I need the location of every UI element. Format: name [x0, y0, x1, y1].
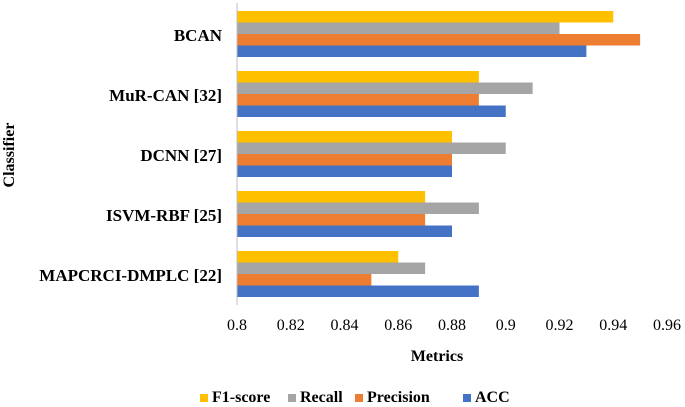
category-label-bcan: BCAN — [174, 26, 223, 45]
bar-f1-score-isvm-rbf-25 — [237, 191, 426, 203]
bar-recall-isvm-rbf-25 — [237, 202, 479, 214]
bar-recall-mur-can-32 — [237, 82, 533, 94]
x-tick-label: 0.94 — [599, 317, 627, 334]
bar-precision-dcnn-27 — [237, 154, 452, 166]
bar-f1-score-mur-can-32 — [237, 71, 479, 83]
bar-recall-bcan — [237, 22, 560, 34]
bars-group — [237, 11, 641, 297]
legend-swatch-acc — [463, 394, 471, 402]
bar-precision-isvm-rbf-25 — [237, 214, 426, 226]
x-tick-label: 0.96 — [653, 317, 681, 334]
bar-precision-bcan — [237, 34, 641, 46]
x-tick-label: 0.92 — [546, 317, 574, 334]
x-axis-title: Metrics — [411, 348, 463, 365]
bar-acc-mur-can-32 — [237, 105, 506, 117]
bar-acc-bcan — [237, 45, 587, 57]
bar-acc-isvm-rbf-25 — [237, 225, 452, 237]
x-tick-label: 0.88 — [438, 317, 466, 334]
x-tick-label: 0.82 — [277, 317, 305, 334]
legend-swatch-precision — [355, 394, 363, 402]
bar-precision-mur-can-32 — [237, 94, 479, 106]
category-label-mur-can-32: MuR-CAN [32] — [109, 86, 222, 105]
x-tick-label: 0.84 — [331, 317, 359, 334]
x-tick-label: 0.8 — [227, 317, 247, 334]
bar-f1-score-bcan — [237, 11, 614, 23]
legend-label-f1-score: F1-score — [212, 389, 270, 406]
legend: F1-score Recall Precision ACC — [200, 389, 510, 406]
legend-swatch-recall — [288, 394, 296, 402]
legend-label-acc: ACC — [475, 389, 510, 406]
category-labels: BCAN MuR-CAN [32] DCNN [27] ISVM-RBF [25] MA… — [39, 26, 222, 285]
x-tick-label: 0.9 — [496, 317, 516, 334]
bar-acc-dcnn-27 — [237, 165, 452, 177]
y-axis-title: Classifier — [1, 123, 18, 188]
x-tick-label: 0.86 — [384, 317, 412, 334]
category-label-isvm-rbf-25: ISVM-RBF [25] — [106, 206, 222, 225]
bar-acc-mapcrci-dmplc-22 — [237, 285, 479, 297]
bar-recall-mapcrci-dmplc-22 — [237, 262, 426, 274]
bar-recall-dcnn-27 — [237, 142, 506, 154]
legend-label-recall: Recall — [300, 389, 343, 406]
category-label-mapcrci-dmplc-22: MAPCRCI-DMPLC [22] — [39, 266, 222, 285]
bar-f1-score-mapcrci-dmplc-22 — [237, 251, 399, 263]
legend-label-precision: Precision — [367, 389, 430, 406]
category-label-dcnn-27: DCNN [27] — [140, 146, 222, 165]
bar-precision-mapcrci-dmplc-22 — [237, 274, 372, 286]
legend-swatch-f1-score — [200, 394, 208, 402]
x-tick-labels: 0.8 0.82 0.84 0.86 0.88 0.9 0.92 0.94 0.96 — [227, 317, 681, 334]
bar-f1-score-dcnn-27 — [237, 131, 452, 143]
